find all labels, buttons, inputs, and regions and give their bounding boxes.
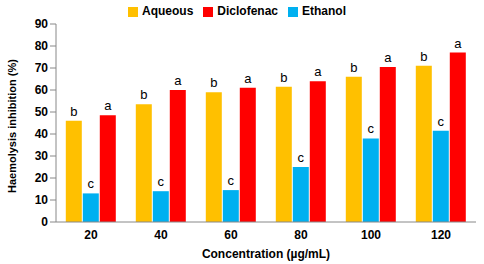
svg-text:60: 60 (224, 228, 238, 242)
svg-text:20: 20 (35, 171, 49, 185)
svg-text:b: b (210, 75, 217, 90)
svg-text:a: a (104, 98, 112, 113)
svg-text:30: 30 (35, 149, 49, 163)
svg-text:b: b (140, 87, 147, 102)
svg-text:c: c (438, 114, 445, 129)
svg-text:b: b (280, 70, 287, 85)
svg-text:c: c (368, 121, 375, 136)
svg-text:Concentration (µg/mL): Concentration (µg/mL) (202, 247, 330, 261)
svg-text:a: a (174, 73, 182, 88)
svg-text:10: 10 (35, 193, 49, 207)
svg-text:40: 40 (154, 228, 168, 242)
svg-text:c: c (158, 174, 165, 189)
svg-text:c: c (298, 150, 305, 165)
svg-text:40: 40 (35, 127, 49, 141)
svg-text:100: 100 (361, 228, 381, 242)
svg-text:20: 20 (84, 228, 98, 242)
svg-text:60: 60 (35, 83, 49, 97)
html-text:Diclofenac: Diclofenac (217, 4, 278, 18)
svg-text:70: 70 (35, 61, 49, 75)
svg-text:a: a (384, 50, 392, 65)
svg-text:Haemolysis inhibition (%): Haemolysis inhibition (%) (8, 59, 18, 193)
svg-text:b: b (70, 104, 77, 119)
svg-text:80: 80 (294, 228, 308, 242)
svg-text:a: a (244, 71, 252, 86)
svg-text:0: 0 (41, 215, 48, 229)
svg-text:50: 50 (35, 105, 49, 119)
svg-text:a: a (314, 64, 322, 79)
svg-text:90: 90 (35, 17, 49, 31)
html-text:Ethanol: Ethanol (302, 4, 346, 18)
svg-text:80: 80 (35, 39, 49, 53)
svg-text:c: c (228, 173, 235, 188)
html-text:Aqueous: Aqueous (142, 4, 194, 18)
svg-text:a: a (454, 36, 462, 51)
svg-text:b: b (420, 49, 427, 64)
svg-text:120: 120 (431, 228, 451, 242)
svg-text:b: b (350, 60, 357, 75)
svg-text:c: c (88, 176, 95, 191)
